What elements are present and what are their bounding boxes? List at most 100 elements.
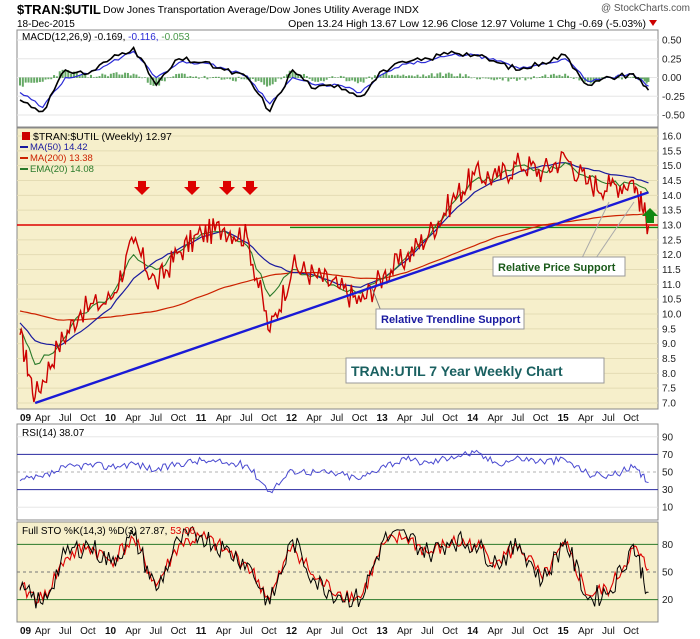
macd-histogram-bar <box>351 77 354 81</box>
macd-histogram-bar <box>160 77 163 81</box>
macd-histogram-bar <box>302 73 305 78</box>
x-axis-label: Jul <box>511 413 524 424</box>
rsi-y-tick: 30 <box>662 485 674 496</box>
x-axis-label: Apr <box>216 413 232 424</box>
header-watermark: @ StockCharts.com <box>601 3 690 14</box>
macd-histogram-bar <box>535 77 538 79</box>
macd-histogram-bar <box>36 77 39 83</box>
x-axis-label: Apr <box>397 413 413 424</box>
x-axis-label: Apr <box>578 626 594 637</box>
x-axis-label: Apr <box>487 626 503 637</box>
macd-histogram-bar <box>558 74 561 78</box>
macd-histogram-bar <box>166 77 169 79</box>
x-axis-label: Jul <box>421 413 434 424</box>
macd-histogram-bar <box>334 77 337 78</box>
price-y-tick: 8.0 <box>662 369 676 380</box>
macd-histogram-bar <box>464 74 467 78</box>
x-axis-label: Jul <box>421 626 434 637</box>
price-y-tick: 11.5 <box>662 265 681 276</box>
macd-histogram-bar <box>385 72 388 78</box>
macd-histogram-bar <box>50 77 53 80</box>
macd-histogram-bar <box>407 75 410 78</box>
macd-panel-frame <box>16 29 659 128</box>
macd-histogram-bar <box>70 73 73 78</box>
macd-histogram-bar <box>121 74 124 78</box>
macd-histogram-bar <box>629 77 632 78</box>
macd-histogram-bar <box>81 74 84 78</box>
price-y-tick: 12.0 <box>662 250 682 261</box>
macd-histogram-bar <box>388 75 391 78</box>
macd-histogram-bar <box>345 77 348 82</box>
macd-histogram-bar <box>78 75 81 78</box>
macd-histogram-bar <box>169 77 172 78</box>
macd-histogram-bar <box>405 76 408 78</box>
x-axis-label: 09 <box>20 413 32 424</box>
resistance-arrow-1-icon <box>134 181 150 195</box>
macd-histogram-bar <box>220 77 223 80</box>
price-legend: $TRAN:$UTIL (Weekly) 12.97 MA(50) 14.42 … <box>20 131 172 175</box>
macd-histogram-bar <box>44 77 47 80</box>
macd-histogram-bar <box>527 77 530 79</box>
macd-histogram-bar <box>453 76 456 78</box>
macd-histogram-bar <box>115 72 118 78</box>
macd-histogram-bar <box>229 77 232 80</box>
sto-y-tick: 80 <box>662 540 674 551</box>
macd-y-tick: 0.25 <box>662 54 682 65</box>
macd-histogram-bar <box>280 77 283 80</box>
macd-histogram-bar <box>89 74 92 78</box>
macd-histogram-bar <box>419 76 422 78</box>
price-y-tick: 7.5 <box>662 384 676 395</box>
macd-histogram-bar <box>532 76 535 78</box>
macd-histogram-bar <box>544 74 547 78</box>
price-y-tick: 15.5 <box>662 146 682 157</box>
macd-y-tick: -0.25 <box>662 92 685 103</box>
x-axis-label: Oct <box>442 413 458 424</box>
x-axis-label: 10 <box>105 626 117 637</box>
macd-y-tick: -0.50 <box>662 111 685 122</box>
x-axis-label: 14 <box>467 626 479 637</box>
macd-histogram-bar <box>297 74 300 78</box>
macd-histogram-bar <box>126 72 129 78</box>
macd-histogram-bar <box>231 77 234 81</box>
x-axis-label: Jul <box>602 626 615 637</box>
x-axis-label: 13 <box>377 413 389 424</box>
macd-histogram-bar <box>362 77 365 83</box>
macd-histogram-bar <box>33 77 36 83</box>
price-y-tick: 13.0 <box>662 221 682 232</box>
macd-histogram-bar <box>450 73 453 78</box>
macd-y-tick: 0.00 <box>662 73 682 84</box>
macd-histogram-bar <box>305 76 308 78</box>
macd-histogram-bar <box>27 77 30 83</box>
macd-histogram-bar <box>209 77 212 79</box>
x-axis-label: Oct <box>352 413 368 424</box>
macd-histogram-bar <box>183 73 186 78</box>
macd-histogram-bar <box>382 73 385 78</box>
macd-histogram-bar <box>524 77 527 81</box>
macd-histogram-bar <box>459 73 462 78</box>
rsi-panel: RSI(14) 38.07 90 70 50 30 10 <box>16 423 674 521</box>
ma50-legend-label: MA(50) 14.42 <box>30 142 88 153</box>
macd-histogram-bar <box>578 77 581 81</box>
x-axis-label: Jul <box>330 626 343 637</box>
price-panel: Relative Price Support Relative Trendlin… <box>16 127 682 410</box>
price-support-pointer-1 <box>581 201 610 259</box>
macd-histogram-bar <box>478 77 481 80</box>
macd-histogram-bar <box>240 77 243 80</box>
x-axis-label: Apr <box>125 413 141 424</box>
macd-histogram-bar <box>549 74 552 78</box>
macd-histogram-bar <box>555 75 558 78</box>
trendline-support-label: Relative Trendline Support <box>381 314 521 326</box>
rsi-y-tick: 90 <box>662 432 674 443</box>
macd-histogram-bar <box>21 77 24 87</box>
macd-histogram-bar <box>439 72 442 78</box>
macd-histogram-bar <box>92 77 95 78</box>
macd-histogram-bar <box>390 74 393 78</box>
x-axis-label: Oct <box>533 413 549 424</box>
macd-histogram-bar <box>490 77 493 80</box>
macd-histogram-bar <box>67 70 70 78</box>
sto-y-axis: 80 50 20 <box>662 540 674 606</box>
macd-histogram-bar <box>266 77 269 87</box>
macd-histogram-bar <box>274 77 277 82</box>
price-x-axis: 09 Apr Jul Oct 10 Apr Jul Oct 11 Apr Jul Oct 12 Apr Ju… <box>20 413 639 424</box>
macd-histogram-bar <box>129 75 132 78</box>
